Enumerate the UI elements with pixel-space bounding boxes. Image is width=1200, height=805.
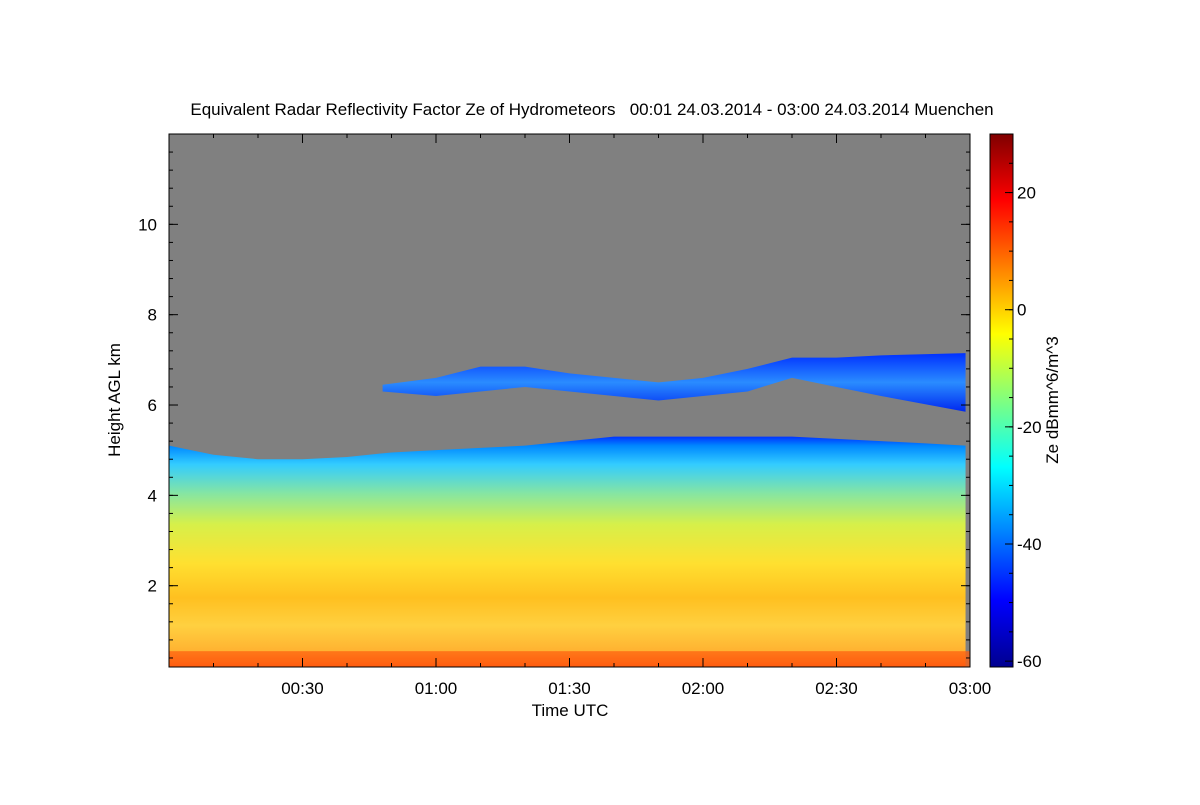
colorbar-tick-label: 20 (1017, 184, 1036, 203)
cloud-layer-upper (382, 353, 966, 412)
y-axis-label: Height AGL km (105, 343, 124, 457)
chart-title: Equivalent Radar Reflectivity Factor Ze … (190, 100, 993, 119)
colorbar-tick-label: -40 (1017, 535, 1042, 554)
y-axis: 2 4 6 8 10 (138, 151, 970, 659)
cloud-layers (169, 353, 970, 667)
y-tick-label: 2 (148, 577, 157, 596)
x-tick-label: 01:00 (415, 679, 458, 698)
y-tick-label: 10 (138, 215, 157, 234)
x-axis-label: Time UTC (532, 701, 609, 720)
cloud-layer-lower (169, 436, 966, 667)
x-tick-label: 01:30 (548, 679, 591, 698)
y-tick-label: 4 (148, 486, 157, 505)
colorbar-label: Ze dBmm^6/m^3 (1043, 336, 1062, 463)
x-axis: 00:30 01:00 01:30 02:00 02:30 03:00 (213, 134, 992, 698)
y-tick-label: 6 (148, 396, 157, 415)
colorbar (989, 133, 1014, 668)
x-tick-label: 03:00 (949, 679, 992, 698)
y-tick-label: 8 (148, 306, 157, 325)
colorbar-tick-label: -20 (1017, 418, 1042, 437)
x-tick-label: 02:00 (682, 679, 725, 698)
x-tick-label: 02:30 (815, 679, 858, 698)
colorbar-tick-label: -60 (1017, 652, 1042, 671)
colorbar-axis: 20 0 -20 -40 -60 (1005, 162, 1042, 671)
colorbar-tick-label: 0 (1017, 301, 1026, 320)
x-tick-label: 00:30 (281, 679, 324, 698)
